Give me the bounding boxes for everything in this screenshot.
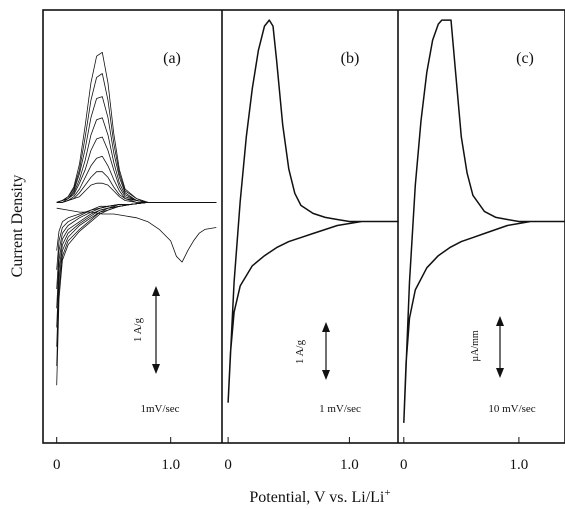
panel-a: 0 1.0 (a) 1mV/sec 1 A/g [53,50,217,473]
panel-c-x-tick-label-1: 0 [400,457,408,473]
panel-c-scan-rate: 10 mV/sec [488,403,535,415]
panel-c-curves [403,19,565,423]
panel-a-series-line-12 [56,117,217,203]
panel-b-label: (b) [341,50,360,67]
panel-b-scan-rate: 1 mV/sec [319,403,361,415]
panel-a-series-line-10 [56,73,217,203]
panel-c-scale-label: µA/mm [470,330,481,362]
panel-a-label: (a) [163,50,181,67]
figure-frame [42,9,565,444]
panel-a-series-line-1 [56,202,217,386]
panel-a-ticks: 0 1.0 [53,437,180,473]
panel-c-x-tick-label-2: 1.0 [510,457,529,473]
y-axis-label: Current Density [9,175,26,278]
panel-c-label: (c) [516,50,534,67]
panel-a-series-line-16 [56,182,217,203]
panel-c-ticks: 0 1.0 [400,437,528,473]
panel-b-series-line-1 [227,19,399,403]
panel-b-scale-label: 1 A/g [294,339,306,364]
panel-b-x-tick-label-1: 0 [224,457,232,473]
panel-a-x-tick-label-1: 0 [53,457,61,473]
panel-a-scale-label: 1 A/g [132,317,144,342]
panel-a-series-line-5 [56,202,217,309]
x-axis-label-main: Potential, V vs. Li/Li [249,489,385,506]
panel-a-curves [56,51,217,386]
panel-c: 0 1.0 (c) 10 mV/sec µA/mm [400,19,565,473]
panel-b-scale-bar: 1 A/g [294,322,330,380]
panel-a-series-line-17 [56,207,217,263]
panel-c-scale-bar: µA/mm [470,316,504,378]
panel-a-scale-bar: 1 A/g [132,286,160,374]
panel-b-curves [227,19,399,403]
panel-a-x-tick-label-2: 1.0 [161,457,180,473]
panel-b-ticks: 0 1.0 [224,437,359,473]
panel-b-x-tick-label-2: 1.0 [340,457,359,473]
panel-a-scan-rate: 1mV/sec [140,403,179,415]
x-axis-label-sup: + [384,487,390,499]
panel-b: 0 1.0 (b) 1 mV/sec 1 A/g [224,19,399,473]
x-axis-label: Potential, V vs. Li/Li+ [249,487,390,506]
panel-c-series-line-1 [403,19,565,423]
panel-a-series-line-7 [56,202,217,270]
